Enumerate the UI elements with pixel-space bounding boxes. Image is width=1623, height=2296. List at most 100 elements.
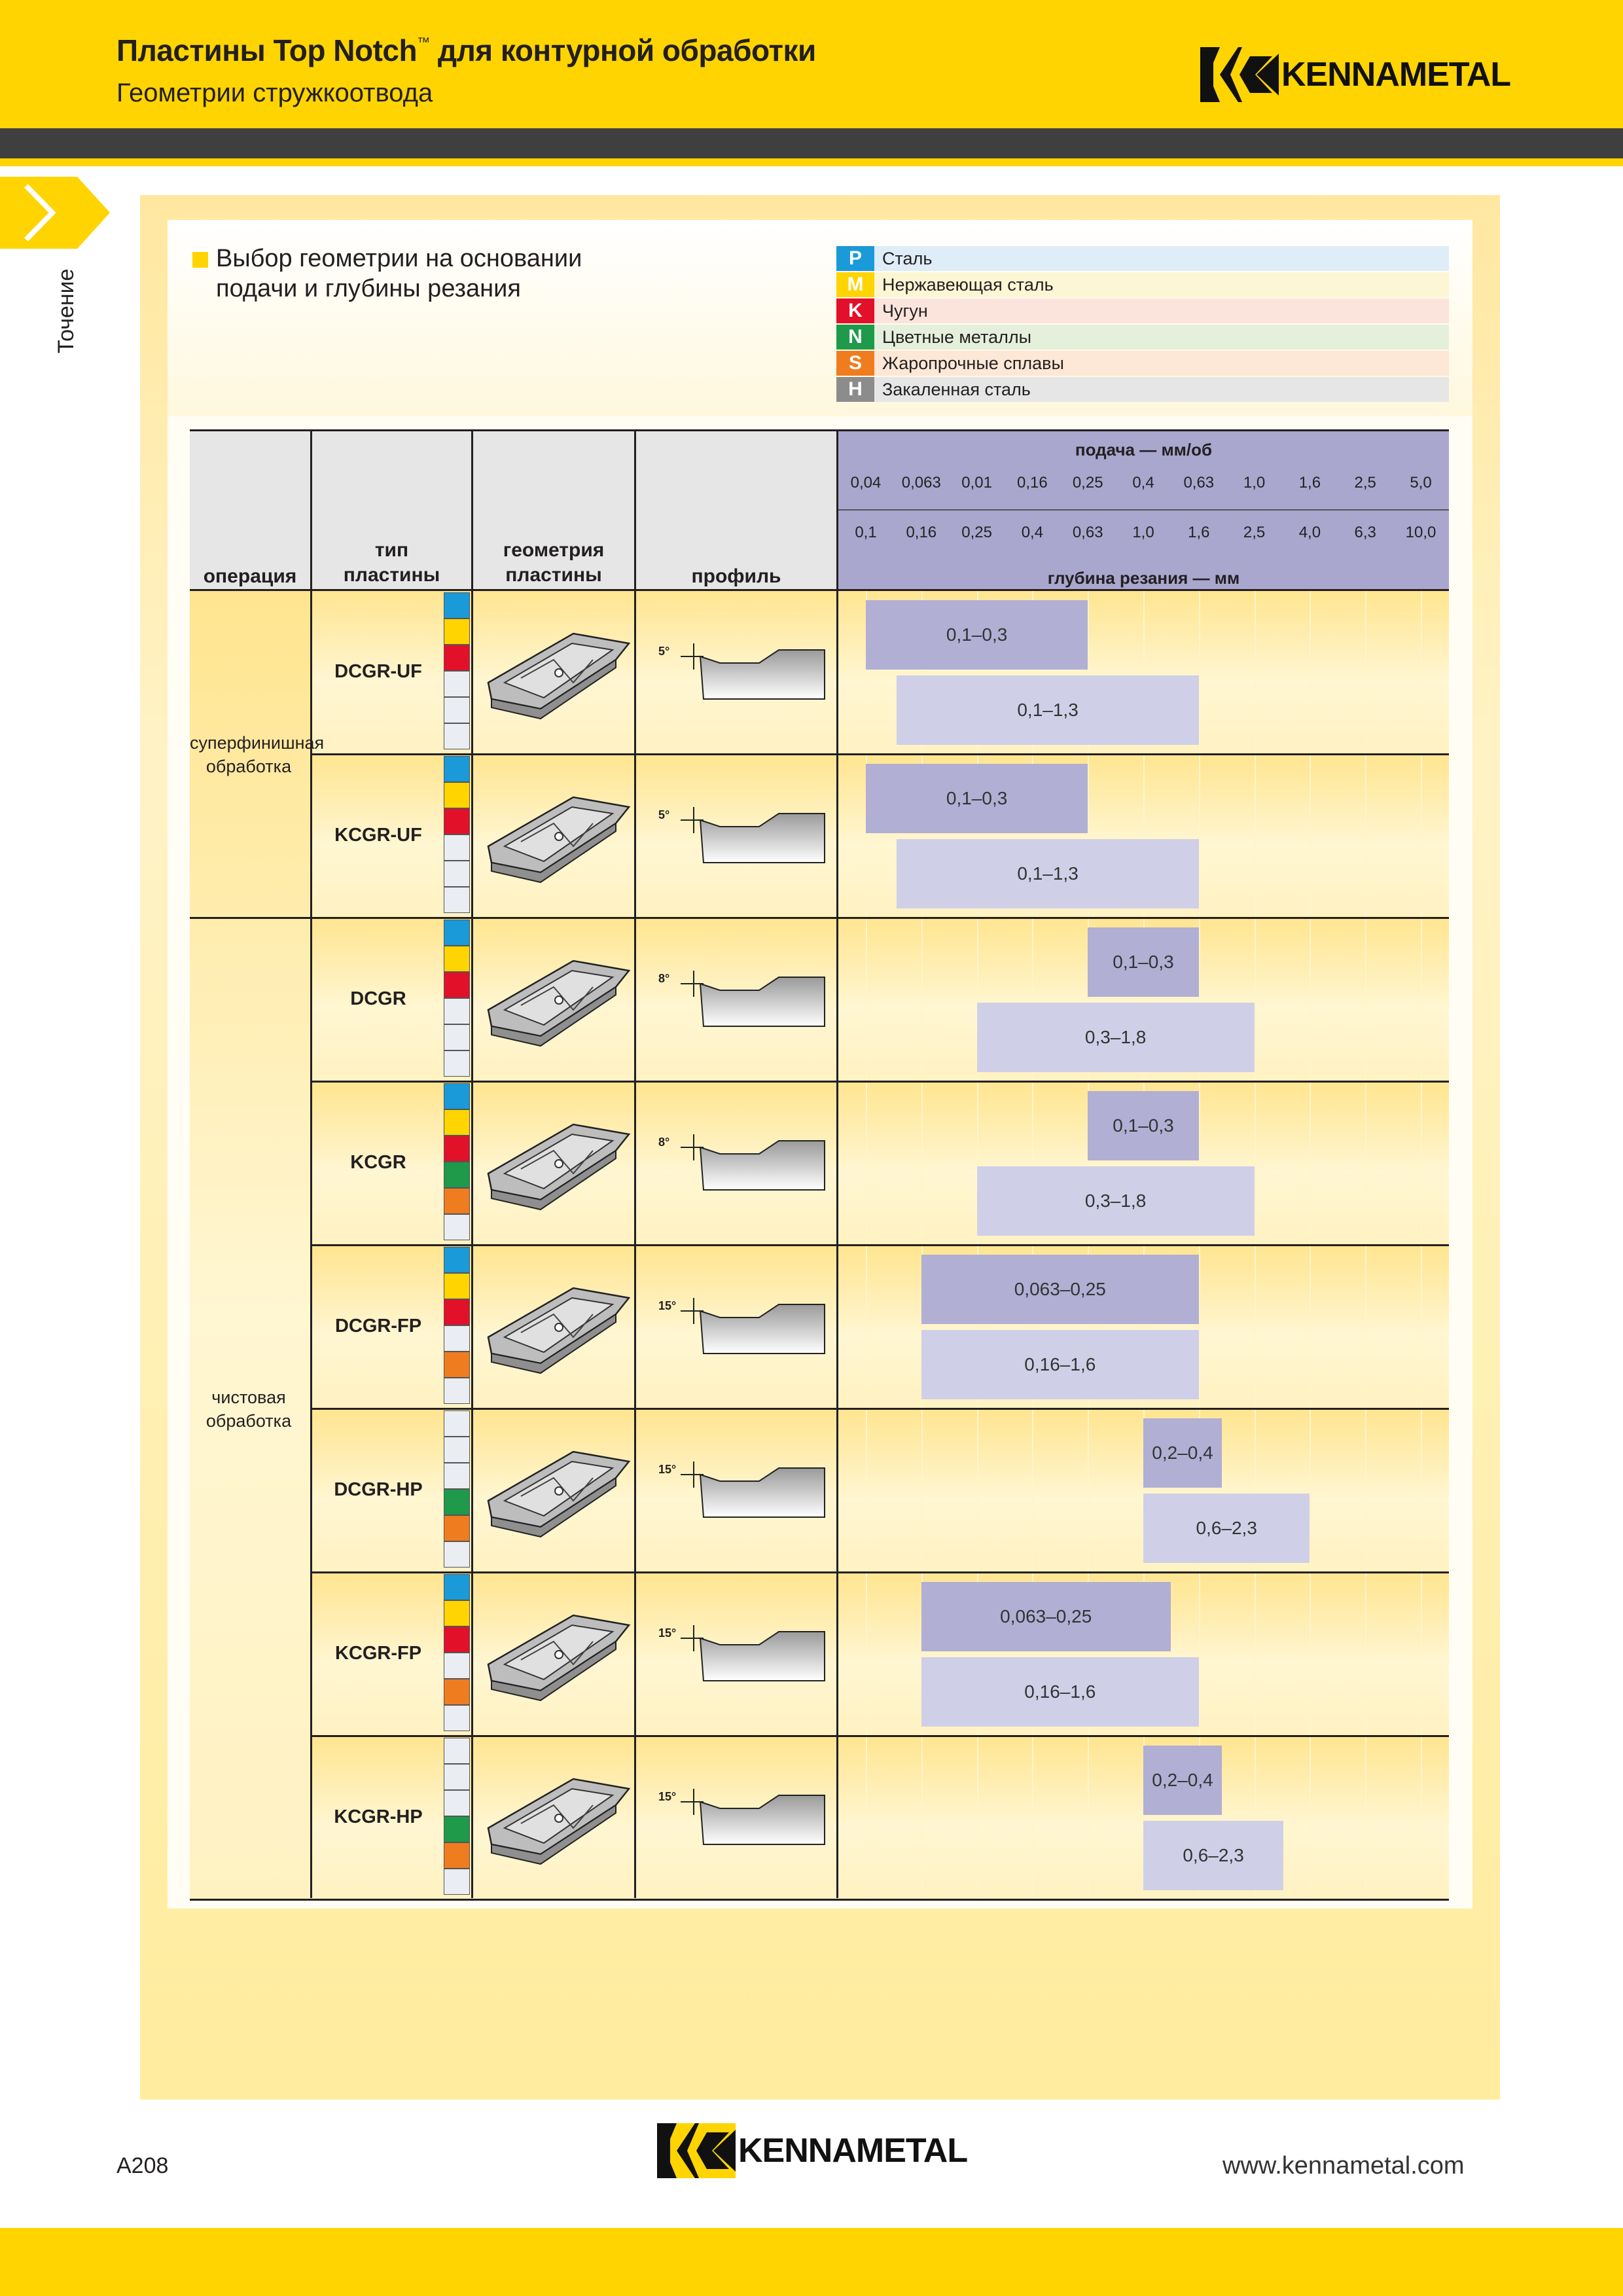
material-letter-badge: M bbox=[836, 272, 874, 297]
header-yellow-stripe bbox=[0, 158, 1623, 166]
row-divider bbox=[312, 1571, 1449, 1573]
chip-profile-icon bbox=[681, 1134, 825, 1191]
operation-label-line: обработка bbox=[205, 1411, 292, 1431]
website-link[interactable]: www.kennametal.com bbox=[1222, 2152, 1465, 2179]
depth-tick-label: 1,0 bbox=[1132, 524, 1154, 541]
material-swatch bbox=[444, 1541, 470, 1568]
row-divider bbox=[312, 1735, 1449, 1737]
material-swatch bbox=[444, 1489, 470, 1515]
footer-kennametal-logo: KENNAMETAL bbox=[657, 2123, 968, 2178]
material-swatch bbox=[444, 1410, 470, 1437]
material-swatch bbox=[444, 1626, 470, 1653]
material-label: Жаропрочные сплавы bbox=[874, 351, 1449, 376]
side-tab bbox=[0, 177, 111, 252]
material-label: Чугун bbox=[874, 298, 1449, 323]
material-swatch bbox=[444, 1188, 470, 1214]
operation-label-line: чистовая bbox=[211, 1388, 286, 1407]
feed-tick-label: 0,01 bbox=[961, 474, 992, 492]
insert-type-label: KCGR bbox=[350, 1152, 406, 1173]
col-divider bbox=[836, 431, 838, 1898]
kennametal-k-icon bbox=[1200, 47, 1279, 102]
material-swatch bbox=[444, 808, 470, 834]
material-swatch bbox=[444, 998, 470, 1024]
feed-range-bar: 0,2–0,4 bbox=[1143, 1418, 1222, 1488]
material-swatch bbox=[444, 1437, 470, 1463]
row-divider bbox=[190, 1899, 1449, 1901]
material-swatch bbox=[444, 834, 470, 861]
depth-tick-label: 1,6 bbox=[1188, 524, 1210, 541]
depth-range-bar: 0,6–2,3 bbox=[1143, 1821, 1284, 1890]
material-swatch bbox=[444, 782, 470, 808]
profile-angle-label: 8° bbox=[658, 972, 670, 985]
col-divider bbox=[634, 431, 636, 1898]
material-letter-badge: H bbox=[836, 377, 874, 402]
material-swatch bbox=[444, 920, 470, 946]
material-swatch bbox=[444, 1869, 470, 1895]
depth-tick-label: 0,1 bbox=[855, 524, 877, 541]
profile-angle-label: 15° bbox=[658, 1790, 677, 1803]
material-legend-row: M Нержавеющая сталь bbox=[836, 272, 1449, 297]
material-swatch bbox=[444, 756, 470, 782]
material-swatches bbox=[444, 1738, 471, 1895]
material-swatch bbox=[444, 671, 470, 697]
material-letter-badge: N bbox=[836, 325, 874, 350]
insert-geometry-icon bbox=[487, 1778, 631, 1865]
material-swatch bbox=[444, 972, 470, 998]
logo-wordmark: KENNAMETAL bbox=[1281, 56, 1511, 94]
material-swatches bbox=[444, 756, 471, 913]
feed-range-bar: 0,063–0,25 bbox=[921, 1255, 1199, 1324]
material-swatches bbox=[444, 1247, 471, 1404]
material-swatch bbox=[444, 619, 470, 645]
depth-range-bar: 0,6–2,3 bbox=[1143, 1494, 1310, 1563]
material-label: Нержавеющая сталь bbox=[874, 272, 1449, 297]
row-background bbox=[312, 918, 1449, 1082]
material-legend-row: K Чугун bbox=[836, 298, 1449, 323]
material-swatch bbox=[444, 1352, 470, 1378]
chip-profile-icon bbox=[681, 1625, 825, 1681]
material-swatch bbox=[444, 1705, 470, 1731]
header-gray-band bbox=[0, 128, 1623, 158]
material-label: Сталь bbox=[874, 246, 1449, 271]
feed-tick-label: 0,04 bbox=[850, 474, 882, 492]
material-legend-row: N Цветные металлы bbox=[836, 325, 1449, 350]
chip-profile-icon bbox=[681, 971, 825, 1027]
table-header-bottom-border bbox=[190, 589, 1449, 591]
profile-angle-label: 8° bbox=[658, 1136, 670, 1149]
page-subtitle: Геометрии стружкоотвода bbox=[116, 79, 433, 107]
header-cell-operation bbox=[190, 431, 310, 589]
insert-type-label: DCGR-UF bbox=[334, 661, 422, 682]
insert-geometry-icon bbox=[487, 1287, 631, 1374]
insert-geometry-icon bbox=[487, 796, 631, 884]
kennametal-k-icon bbox=[657, 2123, 736, 2178]
insert-type-label: KCGR-FP bbox=[334, 1643, 422, 1664]
material-swatch bbox=[444, 1653, 470, 1679]
col-operation-label: операция bbox=[203, 565, 297, 587]
feed-range-bar: 0,1–0,3 bbox=[1088, 1091, 1199, 1160]
insert-geometry-icon bbox=[487, 960, 631, 1047]
depth-tick-label: 0,4 bbox=[1021, 524, 1044, 541]
material-label: Закаленная сталь bbox=[874, 377, 1449, 402]
material-letter-badge: S bbox=[836, 351, 874, 376]
material-swatch bbox=[444, 1378, 470, 1404]
material-swatch bbox=[444, 1738, 470, 1764]
depth-range-bar: 0,16–1,6 bbox=[921, 1657, 1199, 1727]
depth-tick-label: 6,3 bbox=[1354, 524, 1376, 541]
col-divider bbox=[310, 431, 312, 1898]
material-swatch bbox=[444, 1679, 470, 1705]
material-swatch bbox=[444, 723, 470, 749]
feed-tick-label: 1,6 bbox=[1298, 474, 1321, 492]
material-swatch bbox=[444, 1273, 470, 1299]
row-divider bbox=[312, 1408, 1449, 1410]
depth-range-bar: 0,16–1,6 bbox=[921, 1330, 1199, 1399]
feed-tick-label: 1,0 bbox=[1243, 474, 1266, 492]
row-background bbox=[312, 1573, 1449, 1736]
depth-tick-label: 0,16 bbox=[906, 524, 937, 541]
profile-angle-label: 15° bbox=[658, 1463, 677, 1476]
header-cell-geometry bbox=[473, 431, 634, 589]
material-swatches bbox=[444, 920, 471, 1077]
operation-label-line: суперфинишная bbox=[190, 733, 325, 753]
feed-tick-label: 0,4 bbox=[1132, 474, 1154, 492]
feed-tick-label: 0,16 bbox=[1017, 474, 1048, 492]
section-title: Выбор геометрии на основании подачи и гл… bbox=[216, 245, 582, 302]
material-swatch bbox=[444, 1083, 470, 1109]
